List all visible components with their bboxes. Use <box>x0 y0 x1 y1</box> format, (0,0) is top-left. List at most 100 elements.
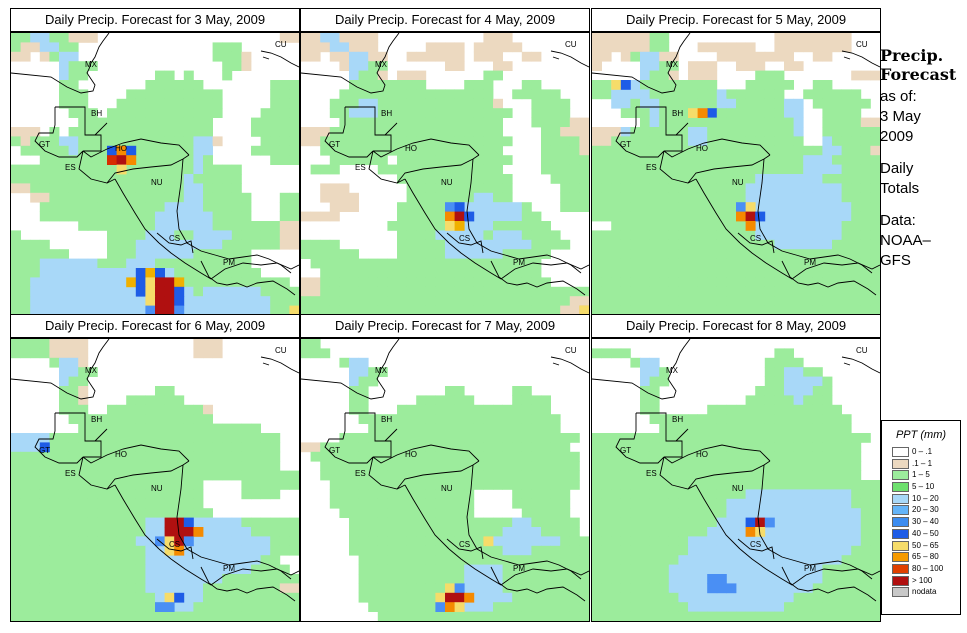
precip-cell <box>97 508 108 518</box>
precip-cell <box>812 611 823 621</box>
precip-cell <box>774 545 785 556</box>
precip-cell <box>541 592 551 603</box>
precip-cell <box>774 489 785 500</box>
precip-cell <box>649 155 660 165</box>
precip-cell <box>30 164 41 175</box>
precip-cell <box>11 51 21 62</box>
precip-cell <box>512 592 523 603</box>
precip-cell <box>668 545 679 556</box>
precip-cell <box>851 98 862 109</box>
precip-cell <box>774 286 785 297</box>
precip-cell <box>812 536 823 547</box>
precip-cell <box>668 136 679 147</box>
precip-hot-cell <box>445 211 455 222</box>
precip-cell <box>630 451 641 462</box>
precip-cell <box>49 286 60 297</box>
precip-cell <box>241 221 252 231</box>
precip-cell <box>339 461 350 471</box>
precip-cell <box>107 211 117 222</box>
precip-cell <box>803 564 814 575</box>
precip-cell <box>473 564 484 575</box>
precip-cell <box>736 174 746 184</box>
precip-cell <box>68 386 79 396</box>
precip-cell <box>260 433 271 443</box>
precip-cell <box>231 202 242 212</box>
precip-cell <box>20 348 31 359</box>
precip-cell <box>310 136 321 147</box>
country-label: BH <box>672 415 683 424</box>
precip-cell <box>11 33 21 43</box>
precip-cell <box>155 545 165 556</box>
precip-cell <box>406 174 417 184</box>
precip-cell <box>601 202 612 212</box>
precip-cell <box>716 268 727 278</box>
precip-cell <box>649 277 660 288</box>
precip-cell <box>601 461 612 471</box>
precip-cell <box>726 108 737 118</box>
precip-cell <box>397 136 407 147</box>
precip-cell <box>697 414 708 424</box>
precip-cell <box>592 145 602 156</box>
precip-cell <box>164 202 175 212</box>
precip-cell <box>822 489 833 500</box>
panel-title: Daily Precip. Forecast for 5 May, 2009 <box>591 8 881 32</box>
precip-cell <box>320 348 331 359</box>
precip-cell <box>822 404 833 415</box>
precip-cell <box>841 461 852 471</box>
precip-cell <box>531 489 542 500</box>
precip-cell <box>78 348 89 359</box>
precip-cell <box>784 536 794 547</box>
precip-cell <box>174 108 185 118</box>
precip-cell <box>736 127 746 137</box>
precip-cell <box>668 564 679 575</box>
precip-cell <box>425 489 436 500</box>
precip-cell <box>793 498 804 509</box>
precip-cell <box>301 249 311 259</box>
precip-cell <box>832 239 842 250</box>
precip-cell <box>755 404 766 415</box>
precip-cell <box>483 98 494 109</box>
precip-cell <box>203 155 213 165</box>
precip-cell <box>473 192 484 203</box>
precip-cell <box>678 221 689 231</box>
precip-cell <box>764 489 775 500</box>
precip-cell <box>97 136 108 147</box>
precip-hot-cell <box>164 296 175 306</box>
precip-cell <box>640 51 650 62</box>
precip-cell <box>68 145 79 156</box>
precip-cell <box>870 296 880 306</box>
border-line <box>11 33 110 94</box>
precip-cell <box>592 89 602 100</box>
precip-cell <box>289 527 299 537</box>
precip-cell <box>270 602 281 612</box>
precip-cell <box>716 183 727 194</box>
precip-cell <box>812 33 823 43</box>
precip-cell <box>49 508 60 518</box>
precip-cell <box>183 451 194 462</box>
precip-cell <box>832 498 842 509</box>
precip-cell <box>368 286 379 297</box>
precip-cell <box>560 183 571 194</box>
precip-cell <box>764 239 775 250</box>
precip-cell <box>822 33 833 43</box>
precip-cell <box>803 305 814 315</box>
precip-cell <box>145 108 156 118</box>
precip-cell <box>387 498 398 509</box>
precip-cell <box>726 42 737 53</box>
precip-hot-cell <box>164 536 175 547</box>
precip-cell <box>659 42 670 53</box>
precip-cell <box>445 451 455 462</box>
precip-cell <box>707 555 718 565</box>
precip-cell <box>736 574 746 584</box>
precip-cell <box>39 545 50 556</box>
precip-cell <box>222 545 233 556</box>
precip-cell <box>406 451 417 462</box>
precip-cell <box>793 117 804 128</box>
precip-cell <box>707 517 718 528</box>
precip-cell <box>851 145 862 156</box>
precip-cell <box>241 192 252 203</box>
precip-cell <box>493 42 503 53</box>
precip-cell <box>493 136 503 147</box>
precip-cell <box>406 277 417 288</box>
precip-cell <box>707 98 718 109</box>
